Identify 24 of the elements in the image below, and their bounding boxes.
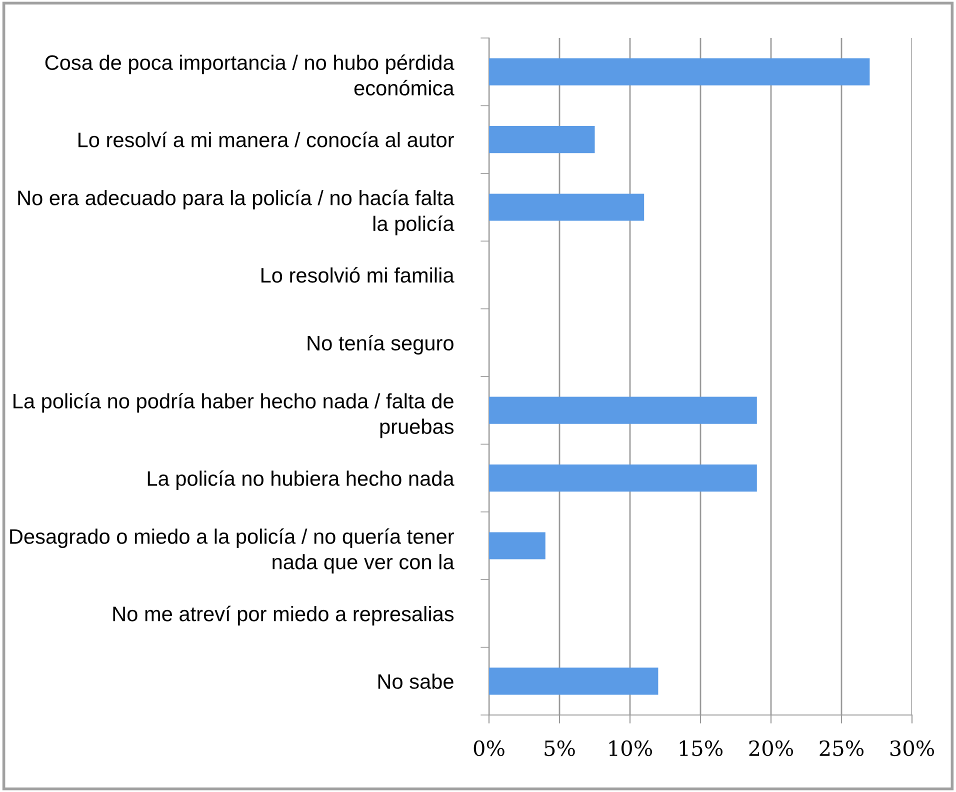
bar xyxy=(489,58,870,86)
y-tick-label: Lo resolvió mi familia xyxy=(261,267,454,283)
x-tick-label: 30% xyxy=(890,740,934,756)
bar xyxy=(489,532,546,560)
y-tick-label: No era adecuado para la policía / no hacía falta la policía xyxy=(18,190,454,236)
bar xyxy=(489,464,757,492)
bar xyxy=(489,126,595,154)
bar xyxy=(489,668,658,695)
x-tick-label: 15% xyxy=(680,740,723,756)
y-tick-label: Desagrado o miedo a la policía / no quería tener nada que ver con la xyxy=(10,528,454,574)
x-tick-label: 20% xyxy=(749,740,794,756)
y-tick-label: La policía no podría haber hecho nada / falta de pruebas xyxy=(14,392,454,438)
x-tick-label: 10% xyxy=(609,740,652,756)
x-tick-label: 25% xyxy=(820,740,864,756)
bar xyxy=(489,396,757,424)
x-tick-label: 5% xyxy=(544,740,575,756)
bar xyxy=(489,194,644,221)
y-tick-label: No me atreví por miedo a represalias xyxy=(113,606,454,626)
x-tick-label: 0% xyxy=(474,740,504,756)
y-tick-label: Cosa de poca importancia / no hubo pérdida económica xyxy=(45,54,454,96)
y-tick-label: No sabe xyxy=(378,674,454,689)
y-tick-label: No tenía seguro xyxy=(308,334,454,355)
y-tick-label: Lo resolví a mi manera / conocía al autor xyxy=(78,132,454,148)
y-tick-label: La policía no hubiera hecho nada xyxy=(148,470,454,490)
